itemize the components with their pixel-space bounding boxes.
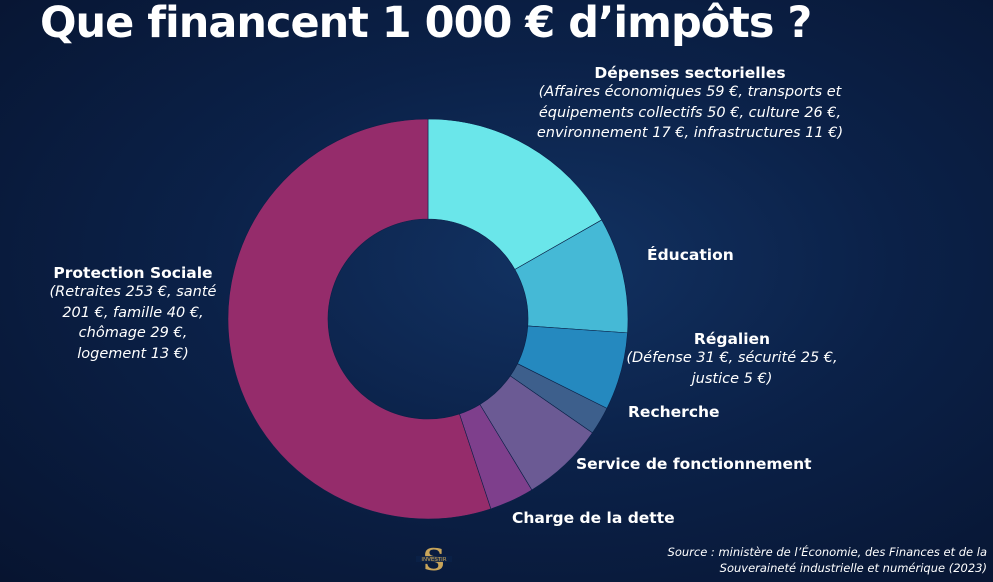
label-regalien-heading: Régalien <box>693 330 771 348</box>
label-depenses-detail-1: (Affaires économiques 59 €, transports e… <box>538 84 842 100</box>
label-depenses-detail-3: environnement 17 €, infrastructures 11 €… <box>536 125 844 141</box>
slice-protection <box>227 118 492 520</box>
label-service-heading: Service de fonctionnement <box>576 455 812 473</box>
label-recherche-heading: Recherche <box>628 403 720 421</box>
source-note: Source : ministère de l’Économie, des Fi… <box>668 544 987 576</box>
label-dette-heading: Charge de la dette <box>512 509 675 527</box>
label-protection-detail-4: logement 13 €) <box>77 345 189 362</box>
label-protection-heading: Protection Sociale <box>53 264 213 282</box>
page-title: Que financent 1 000 € d’impôts ? <box>40 0 812 48</box>
label-service-de-fonctionnement: Service de fonctionnement <box>576 455 812 473</box>
label-charge-de-la-dette: Charge de la dette <box>512 509 675 527</box>
slice-depenses <box>427 118 603 270</box>
label-protection-detail-1: (Retraites 253 €, santé <box>49 284 217 300</box>
investir-logo: S INVESTIR <box>416 543 452 578</box>
label-protection-detail-3: chômage 29 €, <box>78 325 188 341</box>
label-regalien-detail-1: (Défense 31 €, sécurité 25 €, <box>626 350 838 366</box>
label-regalien: Régalien (Défense 31 €, sécurité 25 €, j… <box>622 330 842 389</box>
label-recherche: Recherche <box>628 403 720 421</box>
label-depenses-heading: Dépenses sectorielles <box>594 64 786 82</box>
label-depenses-sectorielles: Dépenses sectorielles (Affaires économiq… <box>520 64 860 144</box>
label-protection-detail-2: 201 €, famille 40 €, <box>62 304 204 321</box>
label-depenses-detail-2: équipements collectifs 50 €, culture 26 … <box>538 104 842 121</box>
label-protection-sociale: Protection Sociale (Retraites 253 €, san… <box>28 264 238 364</box>
label-education: Éducation <box>647 246 734 264</box>
label-regalien-detail-2: justice 5 €) <box>691 370 773 387</box>
source-line-1: Source : ministère de l’Économie, des Fi… <box>667 545 987 559</box>
label-education-heading: Éducation <box>647 246 734 264</box>
source-line-2: Souveraineté industrielle et numérique (… <box>719 561 987 575</box>
logo-text: INVESTIR <box>421 557 446 563</box>
